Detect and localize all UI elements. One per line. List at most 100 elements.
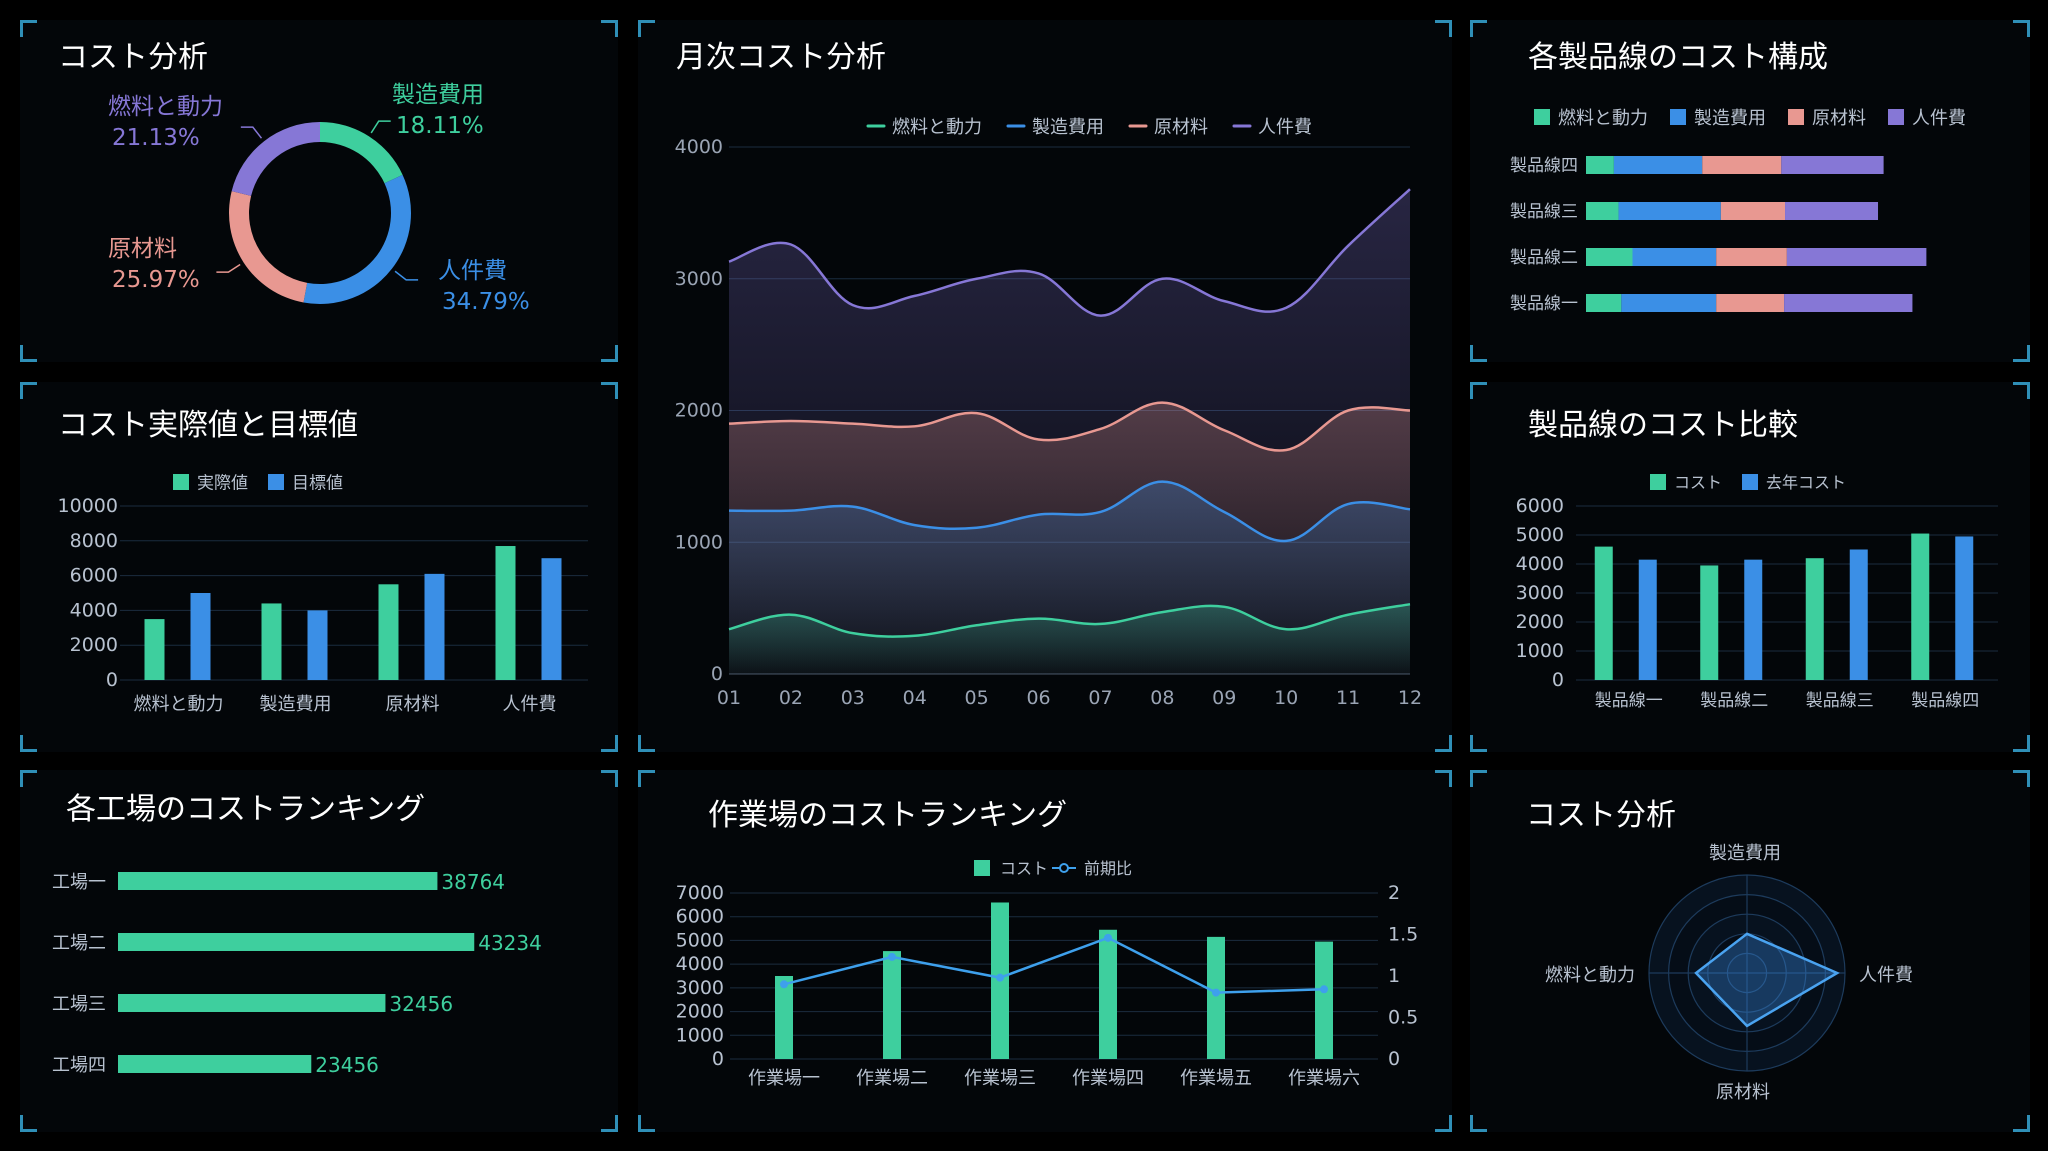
ratio-point	[1320, 985, 1328, 994]
bar	[1700, 565, 1719, 680]
panel-workshop-ranking: 作業場のコストランキング コスト 前期比 0 1000 2000 3000 4000 5000…	[638, 770, 1452, 1132]
y-tick-label: 4000	[1516, 553, 1564, 575]
series-line	[728, 480, 1411, 543]
y-tick-label: 2000	[1516, 611, 1564, 633]
x-tick-label: 02	[779, 687, 803, 709]
donut-leader	[216, 263, 241, 273]
panel-cost-radar: コスト分析 製造費用 人件費 原材料 燃料と動力	[1470, 770, 2030, 1132]
x-tick-label: 製品線三	[1806, 691, 1874, 711]
ratio-line	[783, 936, 1325, 994]
radar-indicator-label: 原材料	[1716, 1082, 1770, 1103]
y2-tick-label: 0	[1388, 1048, 1400, 1070]
panel-product-composition: 各製品線のコスト構成 燃料と動力 製造費用 原材料 人件費 製品線四 製品線三 製品線二 製品…	[1470, 20, 2030, 362]
panel-title: 月次コスト分析	[676, 40, 886, 75]
legend-marker	[268, 474, 284, 490]
bar	[1744, 559, 1763, 680]
bar-value-label: 32456	[389, 992, 453, 1016]
legend-label: コスト	[1000, 859, 1048, 878]
stacked-bar-segment	[1786, 248, 1927, 266]
radar-indicator-label: 燃料と動力	[1545, 965, 1635, 986]
bar	[1207, 936, 1225, 1059]
stacked-bar-segment	[1586, 248, 1633, 266]
y-tick-label: 4000	[70, 599, 118, 621]
bar	[118, 872, 438, 890]
panel-cost-analysis: コスト分析 製造費用 18.11% 人件費 34.79% 原材料 25.97% 燃料と動力 2…	[20, 20, 618, 362]
panel-title: 作業場のコストランキング	[708, 798, 1068, 833]
radar-indicator-label: 人件費	[1859, 965, 1913, 986]
x-tick-label: 原材料	[386, 694, 440, 715]
y-tick-label: 3000	[676, 977, 724, 999]
panel-actual-target: コスト実際値と目標値 実際値 目標値 0 2000 4000 6000 8000 10000 燃…	[20, 382, 618, 752]
category-label: 製品線一	[1510, 294, 1578, 314]
y2-tick-label: 1.5	[1388, 924, 1418, 946]
donut-slice	[229, 191, 308, 303]
x-tick-label: 人件費	[503, 694, 557, 715]
bar	[144, 619, 165, 680]
legend-label: 人件費	[1912, 108, 1966, 129]
x-tick-label: 04	[903, 687, 927, 709]
y-tick-label: 10000	[58, 495, 118, 517]
legend-marker	[1788, 109, 1804, 125]
y-tick-label: 0	[711, 663, 723, 685]
ratio-point	[1104, 933, 1112, 942]
x-tick-label: 作業場二	[856, 1068, 928, 1089]
bar	[1638, 559, 1657, 680]
donut-label-value: 18.11%	[396, 113, 484, 139]
y-tick-label: 2000	[70, 634, 118, 656]
monthly-area-chart: 0 1000 2000 3000 4000 01 02 03 04 05 06 07 08 09 10 11 1…	[675, 117, 1422, 709]
ratio-point	[888, 952, 896, 961]
donut-label-name: 燃料と動力	[108, 94, 223, 120]
y-tick-label: 5000	[676, 929, 724, 951]
y-tick-label: 0	[712, 1048, 724, 1070]
donut-label-name: 製造費用	[392, 82, 484, 108]
y-tick-label: 7000	[676, 882, 724, 904]
stacked-bar-segment	[1632, 248, 1717, 266]
stacked-bar-segment	[1785, 202, 1879, 220]
stacked-bar-segment	[1784, 294, 1913, 312]
legend-label: 実際値	[197, 473, 248, 493]
x-tick-label: 作業場五	[1180, 1068, 1252, 1089]
legend-label: 製造費用	[1694, 108, 1766, 129]
donut-leader	[370, 120, 391, 134]
legend-label: 去年コスト	[1766, 473, 1846, 492]
donut-label-value: 34.79%	[442, 289, 530, 315]
radar-shape	[1694, 932, 1840, 1028]
stacked-bar-segment	[1613, 156, 1703, 174]
bar	[1099, 929, 1117, 1059]
series-line	[728, 401, 1411, 452]
donut-chart: 製造費用 18.11% 人件費 34.79% 原材料 25.97% 燃料と動力 21.13%	[108, 82, 530, 315]
legend-label: 原材料	[1154, 117, 1208, 138]
ratio-point	[780, 980, 788, 989]
panel-title: コスト分析	[58, 40, 208, 75]
legend-label: 前期比	[1084, 859, 1132, 878]
legend-label: 燃料と動力	[1558, 108, 1648, 129]
donut-slice	[231, 122, 320, 196]
bar-value-label: 23456	[315, 1053, 379, 1077]
legend-marker	[1670, 109, 1686, 125]
x-tick-label: 12	[1398, 687, 1422, 709]
x-tick-label: 製品線四	[1911, 691, 1979, 711]
x-tick-label: 製造費用	[260, 694, 332, 715]
donut-label-value: 25.97%	[112, 267, 200, 293]
bar	[190, 593, 211, 680]
stacked-bar-segment	[1716, 248, 1787, 266]
panel-monthly-cost: 月次コスト分析 0 1000 2000 3000 4000 01 02 03 04 05 06 07 0…	[638, 20, 1452, 752]
bar	[1911, 533, 1930, 680]
x-tick-label: 11	[1336, 687, 1360, 709]
x-tick-label: 製品線一	[1595, 691, 1663, 711]
y-tick-label: 6000	[676, 906, 724, 928]
stacked-bar-segment	[1621, 294, 1717, 312]
donut-leader	[394, 270, 419, 281]
bar	[424, 573, 445, 680]
panel-title: コスト実際値と目標値	[58, 408, 358, 443]
y2-tick-label: 0.5	[1388, 1007, 1418, 1029]
bar	[541, 558, 562, 680]
bar	[1955, 536, 1974, 680]
bar	[118, 994, 386, 1012]
legend-marker	[1534, 109, 1550, 125]
bar	[1315, 941, 1333, 1059]
stacked-bar-segment	[1702, 156, 1782, 174]
x-tick-label: 作業場一	[748, 1068, 820, 1089]
bar	[261, 603, 282, 680]
y-tick-label: 4000	[675, 136, 723, 158]
